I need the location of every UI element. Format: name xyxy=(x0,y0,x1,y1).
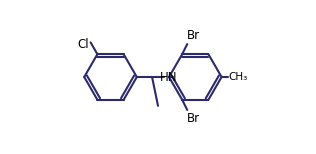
Text: Br: Br xyxy=(187,112,200,126)
Text: CH₃: CH₃ xyxy=(228,72,248,82)
Text: HN: HN xyxy=(160,71,178,83)
Text: Cl: Cl xyxy=(77,38,89,51)
Text: Br: Br xyxy=(187,28,200,42)
